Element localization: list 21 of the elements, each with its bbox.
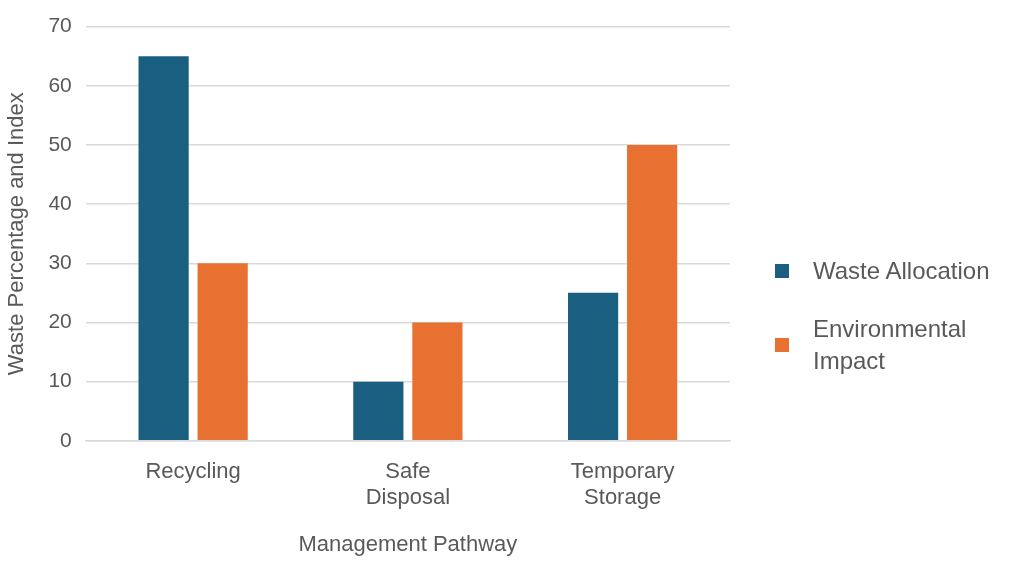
y-tick-label: 20 xyxy=(48,309,72,333)
x-tick-label: Safe Disposal xyxy=(365,458,451,510)
y-tick-label: 10 xyxy=(48,368,72,392)
legend-label: Waste Allocation xyxy=(813,256,990,286)
y-axis-title: Waste Percentage and Index xyxy=(3,92,29,376)
y-tick-label: 40 xyxy=(48,190,72,214)
bar xyxy=(353,381,404,441)
y-tick-label: 60 xyxy=(48,72,72,96)
bar xyxy=(412,322,463,441)
y-tick-label: 70 xyxy=(48,13,72,37)
bar xyxy=(197,263,248,441)
legend-label: Environmental Impact xyxy=(813,314,968,376)
x-tick-label: Recycling xyxy=(145,458,241,484)
x-axis-title: Management Pathway xyxy=(298,530,518,556)
bar xyxy=(138,56,189,441)
y-tick-label: 30 xyxy=(48,250,72,274)
bar xyxy=(627,144,678,441)
bar xyxy=(568,292,619,441)
y-tick-label: 0 xyxy=(60,427,72,451)
y-tick-label: 50 xyxy=(48,131,72,155)
x-tick-label: Temporary Storage xyxy=(570,458,675,510)
